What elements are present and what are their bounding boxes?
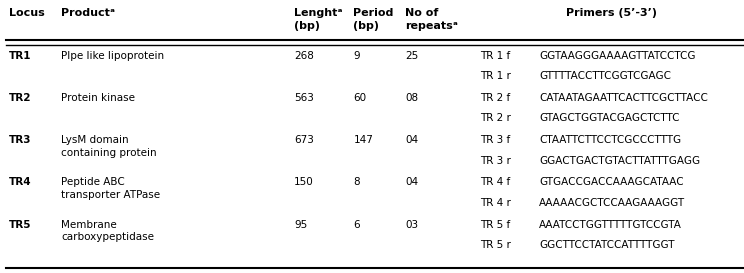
- Text: AAATCCTGGTTTTTGTCCGTA: AAATCCTGGTTTTTGTCCGTA: [539, 220, 682, 230]
- Text: Peptide ABC
transporter ATPase: Peptide ABC transporter ATPase: [61, 177, 160, 200]
- Text: TR 1 f: TR 1 f: [480, 51, 510, 61]
- Text: 04: 04: [405, 135, 419, 145]
- Text: Locus: Locus: [9, 8, 45, 18]
- Text: TR 3 r: TR 3 r: [480, 156, 510, 166]
- Text: 60: 60: [353, 93, 367, 103]
- Text: Productᵃ: Productᵃ: [61, 8, 115, 18]
- Text: TR3: TR3: [9, 135, 31, 145]
- Text: GGCTTCCTATCCATTTTGGT: GGCTTCCTATCCATTTTGGT: [539, 240, 675, 250]
- Text: Primers (5’-3’): Primers (5’-3’): [565, 8, 657, 18]
- Text: Period
(bp): Period (bp): [353, 8, 394, 31]
- Text: TR 4 f: TR 4 f: [480, 177, 510, 188]
- Text: Protein kinase: Protein kinase: [61, 93, 135, 103]
- Text: 03: 03: [405, 220, 419, 230]
- Text: 95: 95: [294, 220, 307, 230]
- Text: GGACTGACTGTACTTATTTGAGG: GGACTGACTGTACTTATTTGAGG: [539, 156, 701, 166]
- Text: TR5: TR5: [9, 220, 31, 230]
- Text: TR 5 r: TR 5 r: [480, 240, 510, 250]
- Text: 147: 147: [353, 135, 373, 145]
- Text: CTAATTCTTCCTCGCCCTTTG: CTAATTCTTCCTCGCCCTTTG: [539, 135, 682, 145]
- Text: TR 5 f: TR 5 f: [480, 220, 510, 230]
- Text: Membrane
carboxypeptidase: Membrane carboxypeptidase: [61, 220, 154, 242]
- Text: TR 2 r: TR 2 r: [480, 113, 510, 123]
- Text: LysM domain
containing protein: LysM domain containing protein: [61, 135, 157, 158]
- Text: 150: 150: [294, 177, 314, 188]
- Text: 9: 9: [353, 51, 360, 61]
- Text: 8: 8: [353, 177, 360, 188]
- Text: Lenghtᵃ
(bp): Lenghtᵃ (bp): [294, 8, 342, 31]
- Text: TR4: TR4: [9, 177, 31, 188]
- Text: TR2: TR2: [9, 93, 31, 103]
- Text: 6: 6: [353, 220, 360, 230]
- Text: TR 3 f: TR 3 f: [480, 135, 510, 145]
- Text: TR 1 r: TR 1 r: [480, 71, 510, 81]
- Text: GTTTTACCTTCGGTCGAGC: GTTTTACCTTCGGTCGAGC: [539, 71, 671, 81]
- Text: GTGACCGACCAAAGCATAAC: GTGACCGACCAAAGCATAAC: [539, 177, 684, 188]
- Text: 563: 563: [294, 93, 314, 103]
- Text: 268: 268: [294, 51, 314, 61]
- Text: 04: 04: [405, 177, 419, 188]
- Text: Plpe like lipoprotein: Plpe like lipoprotein: [61, 51, 164, 61]
- Text: 673: 673: [294, 135, 314, 145]
- Text: GGTAAGGGAAAAGTTATCCTCG: GGTAAGGGAAAAGTTATCCTCG: [539, 51, 696, 61]
- Text: TR1: TR1: [9, 51, 31, 61]
- Text: 25: 25: [405, 51, 419, 61]
- Text: No of
repeatsᵃ: No of repeatsᵃ: [405, 8, 458, 31]
- Text: TR 2 f: TR 2 f: [480, 93, 510, 103]
- Text: 08: 08: [405, 93, 419, 103]
- Text: TR 4 r: TR 4 r: [480, 198, 510, 208]
- Text: GTAGCTGGTACGAGCTCTTC: GTAGCTGGTACGAGCTCTTC: [539, 113, 680, 123]
- Text: CATAATAGAATTCACTTCGCTTACC: CATAATAGAATTCACTTCGCTTACC: [539, 93, 708, 103]
- Text: AAAAACGCTCCAAGAAAGGT: AAAAACGCTCCAAGAAAGGT: [539, 198, 685, 208]
